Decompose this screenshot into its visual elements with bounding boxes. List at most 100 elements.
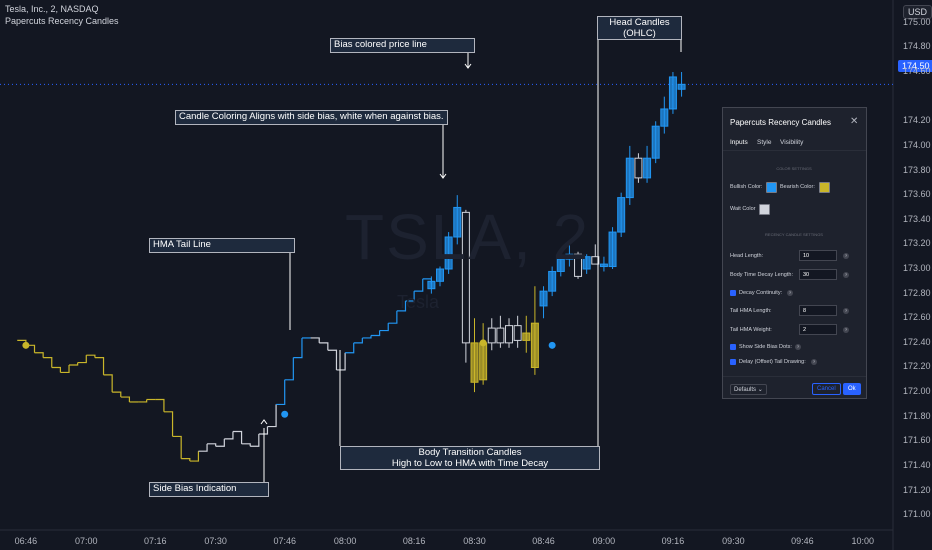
y-axis-tick-label: 173.80 xyxy=(903,164,931,175)
help-icon[interactable]: ? xyxy=(843,308,849,314)
tail-line-segment xyxy=(353,337,363,344)
tail-line-segment xyxy=(112,391,122,398)
x-axis-tick-label: 10:00 xyxy=(851,536,874,546)
help-icon[interactable]: ? xyxy=(843,327,849,333)
tail-line-segment xyxy=(370,330,381,337)
y-axis-tick-label: 173.20 xyxy=(903,238,931,249)
tail-line-segment xyxy=(77,355,87,364)
candle-body xyxy=(668,76,677,110)
tabs-divider xyxy=(723,150,866,151)
body-decay-input[interactable]: 30 xyxy=(799,269,837,280)
help-icon[interactable]: ? xyxy=(787,290,793,296)
candle-body xyxy=(548,270,557,292)
y-axis-tick-label: 171.40 xyxy=(903,459,931,470)
arrow-down-icon xyxy=(464,63,472,69)
help-icon[interactable]: ? xyxy=(795,344,801,350)
tail-line-segment xyxy=(86,354,96,358)
ok-button[interactable]: Ok xyxy=(843,383,861,395)
tail-line-segment xyxy=(181,457,191,462)
candle-body xyxy=(565,253,574,260)
candle-body xyxy=(591,256,600,265)
x-axis-tick-label: 08:16 xyxy=(402,536,426,546)
tail-hma-weight-label: Tail HMA Weight: xyxy=(730,327,772,333)
body-decay-label: Body Time Decay Length: xyxy=(730,272,793,278)
arrow-down-icon xyxy=(439,173,447,179)
y-axis-tick-label: 174.20 xyxy=(903,115,931,126)
help-icon[interactable]: ? xyxy=(843,272,849,278)
defaults-dropdown[interactable]: Defaults ⌄ xyxy=(730,384,767,395)
tail-line-segment xyxy=(310,337,320,343)
candle-body xyxy=(643,157,652,179)
bearish-color-swatch[interactable] xyxy=(819,182,830,193)
wait-color-swatch[interactable] xyxy=(759,204,770,215)
decay-continuity-checkbox[interactable] xyxy=(730,290,736,296)
tail-line-segment xyxy=(69,362,79,366)
candle-body xyxy=(487,327,496,344)
tail-hma-length-label: Tail HMA Length: xyxy=(730,308,772,314)
indicator-title[interactable]: Papercuts Recency Candles xyxy=(5,16,119,26)
show-side-dots-label: Show Side Bias Dots: xyxy=(739,344,792,350)
wait-color-label: Wait Color xyxy=(730,206,756,212)
side-bias-dot xyxy=(281,410,289,418)
dialog-title: Papercuts Recency Candles xyxy=(730,118,831,127)
symbol-title[interactable]: Tesla, Inc., 2, NASDAQ xyxy=(5,4,99,14)
x-axis-tick-label: 09:46 xyxy=(791,536,814,546)
candle-body xyxy=(634,157,643,179)
candle-body xyxy=(513,325,522,341)
section-recency-candle-settings: RECENCY CANDLE SETTINGS xyxy=(765,232,823,237)
candle-body xyxy=(470,342,479,383)
x-axis-tick-label: 09:16 xyxy=(661,536,685,546)
tail-line-segment xyxy=(379,323,389,332)
tail-line-segment xyxy=(120,396,131,402)
close-icon[interactable]: ✕ xyxy=(850,116,859,127)
side-bias-dot xyxy=(548,341,556,349)
tail-line-segment xyxy=(172,435,182,459)
candle-body xyxy=(427,280,436,290)
indicator-settings-dialog[interactable]: Papercuts Recency Candles ✕ Inputs Style… xyxy=(722,107,867,399)
y-axis-tick-label: 172.20 xyxy=(903,361,931,372)
cancel-button[interactable]: Cancel xyxy=(812,383,841,395)
candle-body xyxy=(599,263,608,268)
side-bias-dot xyxy=(479,339,487,347)
tab-visibility[interactable]: Visibility xyxy=(780,139,804,146)
tail-hma-weight-input[interactable]: 2 xyxy=(799,324,837,335)
tail-line-segment xyxy=(388,310,398,324)
candle-body xyxy=(617,197,626,233)
tail-line-segment xyxy=(284,357,294,381)
tail-line-segment xyxy=(207,443,217,447)
chevron-down-icon: ⌄ xyxy=(757,387,763,393)
watermark-ticker: TSLA, 2 xyxy=(345,201,591,273)
x-axis-tick-label: 09:00 xyxy=(592,536,616,546)
head-length-input[interactable]: 10 xyxy=(799,250,837,261)
tail-line-segment xyxy=(267,404,277,428)
tail-line-segment xyxy=(396,301,407,312)
candle-body xyxy=(608,231,617,268)
tail-line-segment xyxy=(327,349,338,370)
bullish-color-swatch[interactable] xyxy=(766,182,777,193)
arrow-up-icon xyxy=(260,419,268,425)
tail-line-segment xyxy=(198,443,208,452)
tail-line-segment xyxy=(189,451,200,462)
candle-body xyxy=(574,253,583,277)
help-icon[interactable]: ? xyxy=(843,253,849,259)
tail-hma-length-input[interactable]: 8 xyxy=(799,305,837,316)
defaults-label: Defaults xyxy=(734,387,757,393)
tail-line-segment xyxy=(224,431,234,440)
tail-line-segment xyxy=(43,357,53,368)
tail-line-segment xyxy=(60,365,70,374)
tail-line-segment xyxy=(319,342,329,351)
delay-tail-checkbox[interactable] xyxy=(730,359,736,365)
annotation-hma-tail: HMA Tail Line xyxy=(149,238,295,253)
candle-body xyxy=(479,342,488,381)
y-axis-tick-label: 171.20 xyxy=(903,484,931,495)
tail-line-segment xyxy=(414,278,424,292)
help-icon[interactable]: ? xyxy=(811,359,817,365)
candle-body xyxy=(582,256,591,270)
candle-body xyxy=(453,206,462,238)
show-side-dots-checkbox[interactable] xyxy=(730,344,736,350)
delay-tail-label: Delay (Offset) Tail Drawing: xyxy=(739,359,806,365)
tail-line-segment xyxy=(51,366,61,373)
x-axis-tick-label: 08:30 xyxy=(463,536,486,546)
tab-style[interactable]: Style xyxy=(757,139,772,146)
